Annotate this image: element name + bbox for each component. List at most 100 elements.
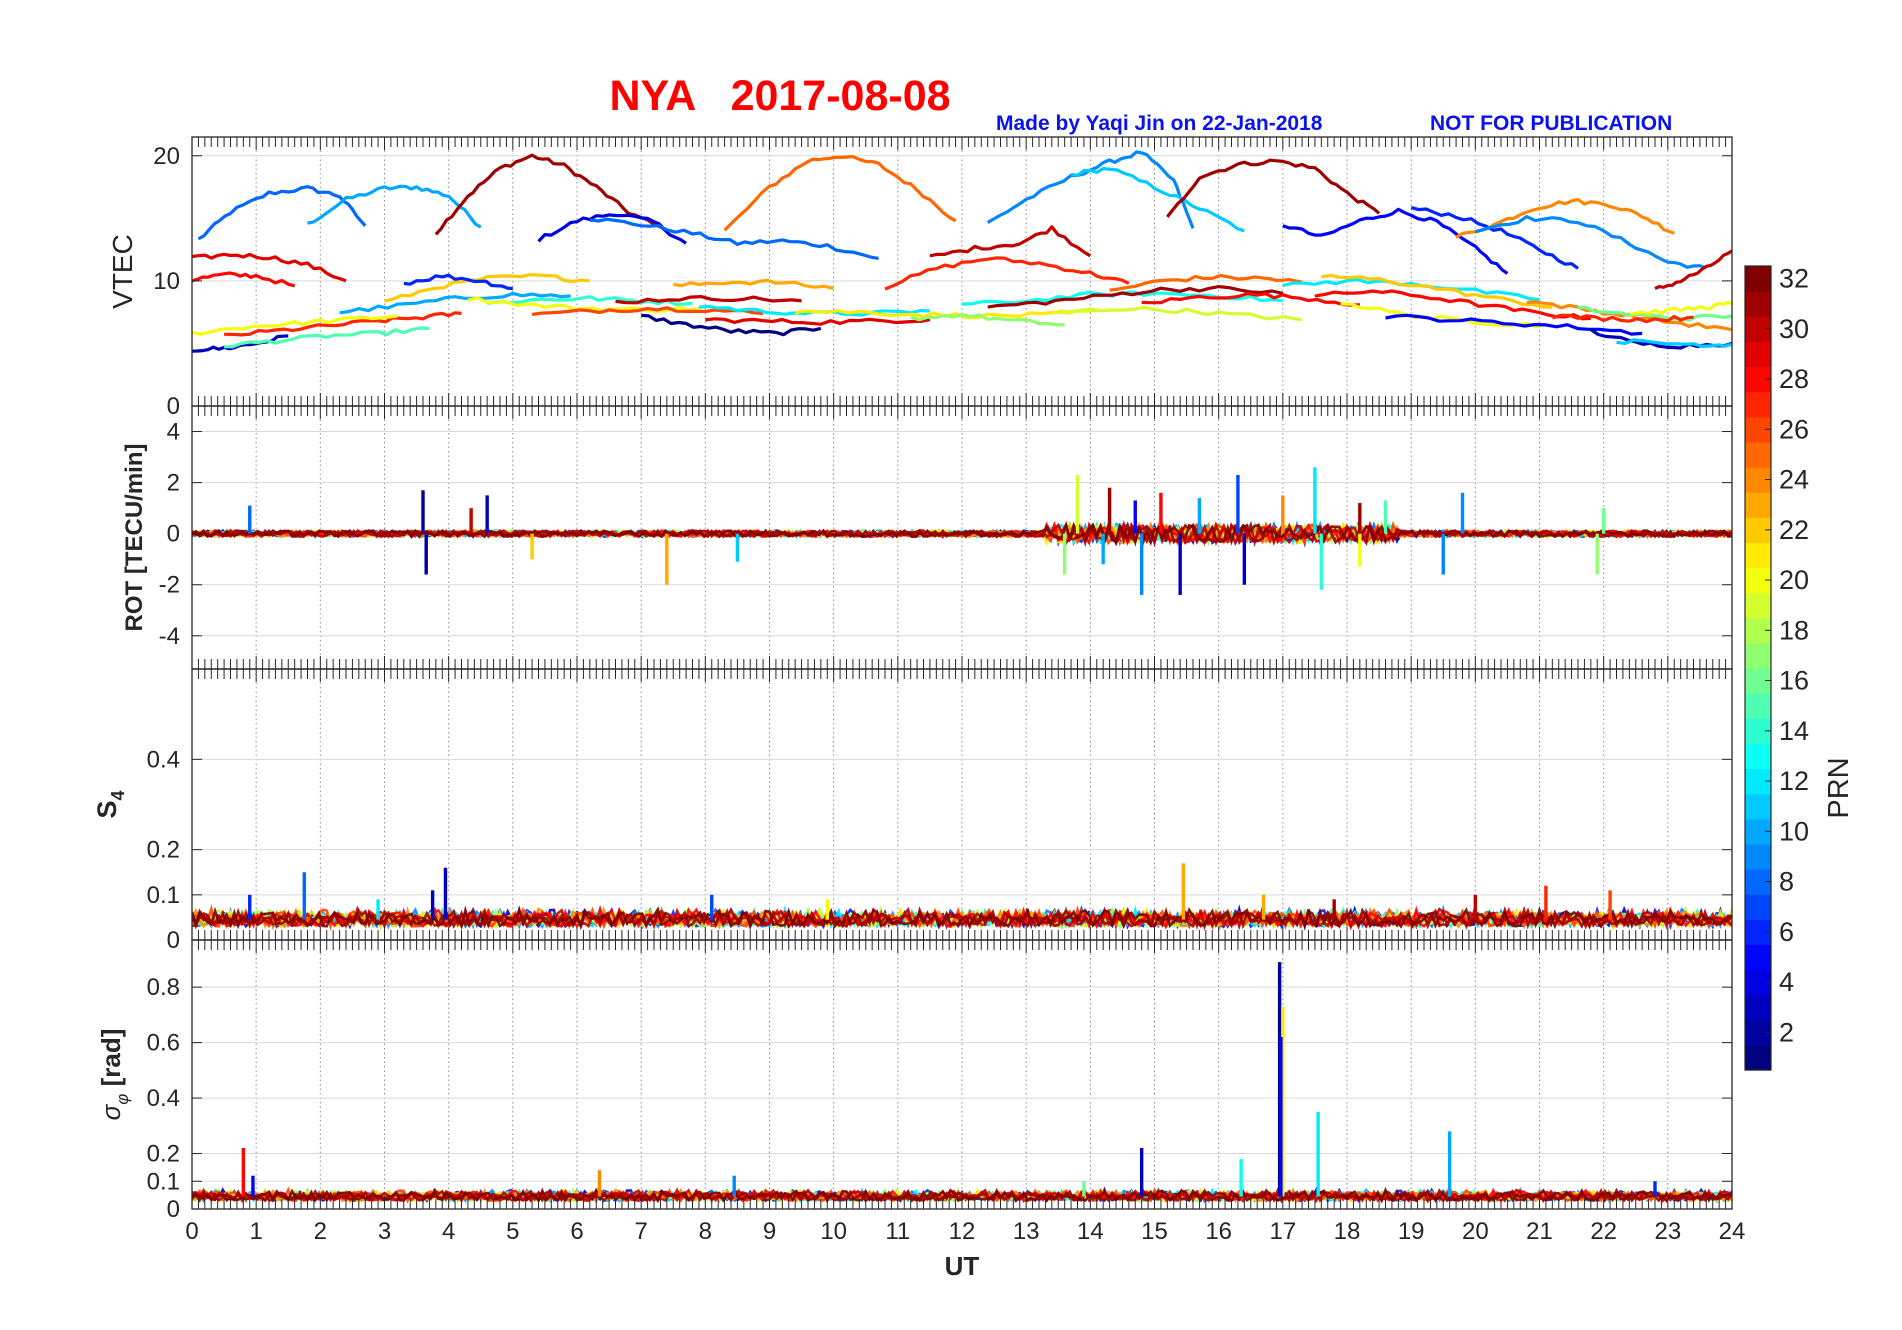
x-axis-label: UT xyxy=(945,1251,980,1281)
vtec-track-prn-24 xyxy=(1455,198,1675,239)
y-tick-label: 0 xyxy=(167,521,180,548)
y-tick-label: 0.2 xyxy=(147,837,180,864)
axes-box xyxy=(191,136,1733,407)
x-tick-label: 14 xyxy=(1077,1218,1104,1245)
vtec-track-prn-25 xyxy=(723,155,957,232)
vtec-track-prn-25 xyxy=(1109,273,1303,292)
y-tick-label: 0 xyxy=(167,393,180,420)
vtec-track-prn-28 xyxy=(1314,289,1591,321)
panel-rot: -4 -2 0 2 4 ROT [TECU/min] xyxy=(121,405,1733,670)
x-tick-label: 13 xyxy=(1013,1218,1040,1245)
colorbar-swatch xyxy=(1745,743,1771,770)
colorbar-swatch xyxy=(1745,944,1771,971)
noise-trace-prn-32 xyxy=(192,520,1732,548)
y-tick-label: 0 xyxy=(167,1196,180,1223)
vtec-track-prn-10 xyxy=(307,184,482,229)
vtec-track-prn-31 xyxy=(987,285,1284,309)
y-tick-label: 0.8 xyxy=(147,974,180,1001)
y-tick-label: 0.1 xyxy=(147,1168,180,1195)
panel-s4: 0 0.1 0.2 0.4 S4 xyxy=(92,668,1733,954)
x-tick-label: 19 xyxy=(1398,1218,1425,1245)
x-tick-label: 4 xyxy=(442,1218,455,1245)
vtec-track-prn-15 xyxy=(224,326,430,349)
colorbar-frame xyxy=(1744,265,1772,1071)
y-tick-label: -4 xyxy=(159,623,180,650)
vtec-track-prn-17 xyxy=(910,312,1065,327)
y-tick-label: 0.6 xyxy=(147,1030,180,1057)
series-group xyxy=(192,962,1732,1204)
y-axis-label-subscript: φ xyxy=(113,1094,132,1105)
figure-title: NYA 2017-08-08 xyxy=(0,72,1560,121)
axes-box xyxy=(191,939,1733,1210)
colorbar-swatch xyxy=(1745,894,1771,920)
y-tick-label: 0.1 xyxy=(147,882,180,909)
colorbar-tick-label: 22 xyxy=(1779,515,1809,545)
vtec-track-prn-8 xyxy=(197,185,367,241)
colorbar-tick-label: 14 xyxy=(1779,716,1809,746)
colorbar-swatch xyxy=(1745,542,1771,569)
vtec-track-prn-31 xyxy=(434,153,668,236)
vtec-track-prn-22 xyxy=(1321,273,1553,309)
colorbar-swatch xyxy=(1745,1044,1771,1071)
y-axis-label-subscript: 4 xyxy=(108,790,128,800)
colorbar-tick-label: 6 xyxy=(1779,917,1794,947)
x-tick-label: 1 xyxy=(249,1218,262,1245)
colorbar-swatch xyxy=(1745,341,1771,368)
vtec-track-prn-29 xyxy=(192,252,347,283)
vtec-track-prn-27 xyxy=(224,311,462,337)
colorbar-swatch xyxy=(1745,441,1771,468)
colorbar-label: PRN xyxy=(1823,757,1855,818)
y-tick-label: 0.2 xyxy=(147,1141,180,1168)
x-tick-label: 23 xyxy=(1654,1218,1681,1245)
colorbar-tick-label: 30 xyxy=(1779,314,1809,344)
y-tick-label: 4 xyxy=(167,419,180,446)
author-credit: Made by Yaqi Jin on 22-Jan-2018 xyxy=(996,112,1323,135)
vtec-track-prn-5 xyxy=(1385,313,1643,336)
y-axis-label: VTEC xyxy=(107,234,138,309)
vtec-track-prn-3 xyxy=(1589,328,1732,350)
x-tick-label: 7 xyxy=(634,1218,647,1245)
colorbar-swatch xyxy=(1745,693,1771,719)
panel-vtec: 0 10 20 VTEC xyxy=(107,136,1733,420)
x-tick-label: 12 xyxy=(949,1218,976,1245)
vtec-track-prn-30 xyxy=(615,295,802,305)
vtec-track-prn-30 xyxy=(1654,249,1732,290)
y-tick-label: -2 xyxy=(159,572,180,599)
colorbar-tick-label: 2 xyxy=(1779,1017,1794,1047)
colorbar-tick-label: 4 xyxy=(1779,967,1794,997)
x-tick-label: 3 xyxy=(378,1218,391,1245)
vtec-track-prn-31 xyxy=(1166,158,1381,218)
vtec-track-prn-9 xyxy=(986,150,1195,229)
vtec-track-prn-12 xyxy=(1282,278,1540,302)
y-tick-label: 10 xyxy=(153,268,180,295)
vtec-track-prn-16 xyxy=(1577,305,1732,322)
vtec-track-prn-10 xyxy=(339,291,571,315)
y-tick-label: 20 xyxy=(153,143,180,170)
x-tick-label: 9 xyxy=(763,1218,776,1245)
vtec-track-prn-5 xyxy=(1282,207,1509,275)
x-tick-label: 10 xyxy=(820,1218,847,1245)
series-group xyxy=(192,863,1732,932)
colorbar-swatch xyxy=(1745,793,1771,820)
noise-trace-prn-32 xyxy=(192,905,1732,932)
colorbar-swatch xyxy=(1745,492,1771,518)
vtec-track-prn-22 xyxy=(384,273,590,303)
y-axis-label-main: S xyxy=(92,801,122,819)
colorbar-swatch xyxy=(1745,843,1771,870)
station-name: NYA xyxy=(609,72,695,120)
colorbar-swatch xyxy=(1745,592,1771,619)
x-tick-label: 17 xyxy=(1269,1218,1296,1245)
y-tick-label: 2 xyxy=(167,470,180,497)
vtec-track-prn-9 xyxy=(1474,215,1707,270)
colorbar-tick-label: 8 xyxy=(1779,867,1794,897)
x-tick-label: 21 xyxy=(1526,1218,1553,1245)
colorbar-tick-label: 28 xyxy=(1779,364,1809,394)
x-tick-label: 24 xyxy=(1719,1218,1746,1245)
x-tick-label: 6 xyxy=(570,1218,583,1245)
vtec-track-prn-28 xyxy=(1141,292,1360,307)
x-tick-label: 18 xyxy=(1334,1218,1361,1245)
colorbar-swatch xyxy=(1745,994,1771,1021)
panel-sigma_phi: 00.10.20.40.60.8σφ [rad]0 1 2 3 4 5 6 7 8 9 10 11 12… xyxy=(96,939,1746,1281)
